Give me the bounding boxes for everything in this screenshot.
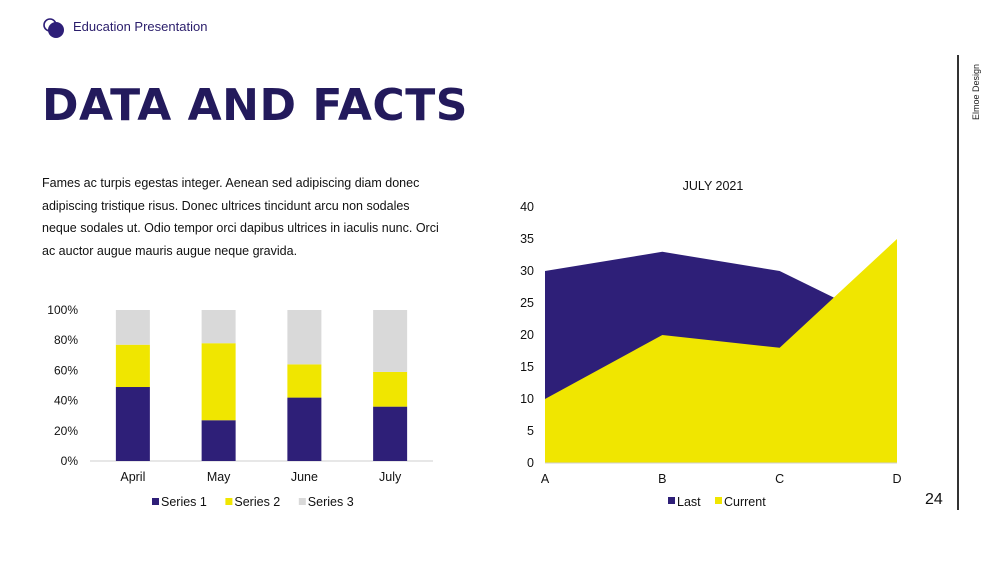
legend-swatch <box>298 498 306 505</box>
side-divider <box>957 55 959 510</box>
legend-label: Current <box>724 495 766 509</box>
x-tick-label: May <box>207 470 231 484</box>
bar-series-3 <box>373 310 408 372</box>
legend-label: Series 3 <box>308 495 354 509</box>
area-current <box>545 239 897 463</box>
y-tick-label: 80% <box>54 333 78 347</box>
x-tick-label: C <box>775 472 784 486</box>
bar-series-2 <box>201 343 236 421</box>
x-tick-label: June <box>291 470 318 484</box>
y-tick-label: 20% <box>54 424 78 438</box>
y-tick-label: 40% <box>54 394 78 408</box>
y-tick-label: 35 <box>520 232 534 246</box>
legend-swatch <box>225 498 233 505</box>
y-tick-label: 10 <box>520 392 534 406</box>
y-tick-label: 30 <box>520 264 534 278</box>
y-tick-label: 0% <box>61 454 79 468</box>
bar-series-1 <box>373 406 408 461</box>
y-tick-label: 25 <box>520 296 534 310</box>
bar-series-3 <box>287 310 322 365</box>
side-label: Elmoe Design <box>971 63 981 120</box>
bar-series-1 <box>115 387 150 461</box>
bar-series-2 <box>373 371 408 407</box>
bar-series-2 <box>287 364 322 398</box>
body-paragraph: Fames ac turpis egestas integer. Aenean … <box>42 176 439 258</box>
page-title: DATA AND FACTS <box>42 80 468 131</box>
legend-label: Series 2 <box>234 495 280 509</box>
legend-swatch <box>715 497 722 504</box>
x-tick-label: D <box>892 472 901 486</box>
x-tick-label: July <box>379 470 402 484</box>
y-tick-label: 100% <box>47 303 78 317</box>
x-tick-label: A <box>541 472 550 486</box>
legend-swatch <box>152 498 159 505</box>
y-tick-label: 40 <box>520 200 534 214</box>
y-tick-label: 5 <box>527 424 534 438</box>
y-tick-label: 20 <box>520 328 534 342</box>
page-number: 24 <box>925 491 943 508</box>
bar-series-3 <box>115 310 150 345</box>
logo-icon <box>43 18 64 38</box>
y-tick-label: 60% <box>54 363 78 377</box>
bar-series-1 <box>201 420 236 461</box>
bar-series-3 <box>201 310 236 344</box>
bar-series-2 <box>115 344 150 388</box>
x-tick-label: April <box>120 470 145 484</box>
x-tick-label: B <box>658 472 666 486</box>
legend-label: Series 1 <box>161 495 207 509</box>
y-tick-label: 0 <box>527 456 534 470</box>
bar-series-1 <box>287 397 322 461</box>
area-chart: JULY 2021 0 5 10 15 20 25 30 35 40 A B C D Last Current <box>520 179 901 509</box>
y-tick-label: 15 <box>520 360 534 374</box>
brand-label: Education Presentation <box>73 19 208 34</box>
chart-title: JULY 2021 <box>683 179 744 193</box>
stacked-bar-chart: 0% 20% 40% 60% 80% 100% April May June July Series… <box>47 303 433 509</box>
legend-swatch <box>668 497 675 504</box>
legend-label: Last <box>677 495 701 509</box>
